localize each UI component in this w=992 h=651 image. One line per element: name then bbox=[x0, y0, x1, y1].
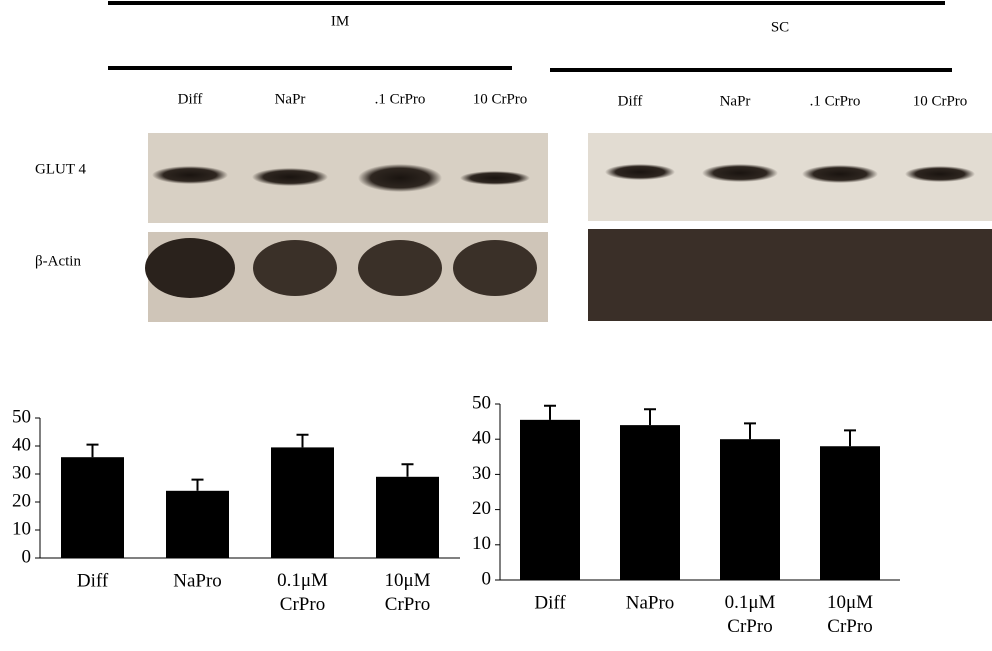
row-label: β-Actin bbox=[35, 253, 81, 269]
bar bbox=[820, 446, 880, 580]
x-tick-label: Diff bbox=[534, 592, 566, 613]
bar bbox=[271, 447, 334, 558]
error-bar bbox=[844, 429, 856, 447]
x-tick-label: 10μM CrPro bbox=[384, 570, 430, 615]
x-tick-label: NaPro bbox=[173, 570, 222, 591]
group-label: IM bbox=[331, 13, 349, 29]
bar bbox=[520, 419, 580, 580]
y-tick-label: 50 bbox=[12, 406, 31, 427]
lane-label: NaPr bbox=[275, 91, 306, 107]
y-tick-label: 40 bbox=[12, 434, 31, 455]
x-tick-label: 0.1μM CrPro bbox=[277, 570, 328, 615]
y-tick-label: 30 bbox=[12, 462, 31, 483]
lane-label: Diff bbox=[618, 93, 643, 109]
x-tick-label: 0.1μM CrPro bbox=[725, 592, 776, 637]
bar bbox=[61, 457, 124, 558]
x-tick-label: NaPro bbox=[626, 592, 675, 613]
error-bar bbox=[544, 404, 556, 420]
row-label: GLUT 4 bbox=[35, 161, 86, 177]
error-bar bbox=[644, 408, 656, 426]
y-tick-label: 10 bbox=[472, 533, 491, 554]
error-bar bbox=[296, 433, 309, 448]
error-bar bbox=[86, 443, 99, 458]
y-tick-label: 50 bbox=[472, 392, 491, 413]
blot-images bbox=[145, 133, 992, 322]
lane-label: 10 CrPro bbox=[913, 93, 968, 109]
y-tick-label: 10 bbox=[12, 518, 31, 539]
y-tick-label: 0 bbox=[482, 568, 492, 589]
lane-label: NaPr bbox=[720, 93, 751, 109]
group-label: SC bbox=[771, 19, 789, 35]
lane-label: Diff bbox=[178, 91, 203, 107]
bar bbox=[166, 490, 229, 558]
y-tick-label: 30 bbox=[472, 463, 491, 484]
lane-label: .1 CrPro bbox=[810, 93, 861, 109]
bar bbox=[620, 425, 680, 580]
lane-label: 10 CrPro bbox=[473, 91, 528, 107]
lane-label: .1 CrPro bbox=[375, 91, 426, 107]
x-tick-label: Diff bbox=[77, 570, 109, 591]
bar bbox=[720, 439, 780, 580]
x-tick-label: 10μM CrPro bbox=[827, 592, 873, 637]
y-tick-label: 20 bbox=[12, 490, 31, 511]
error-bar bbox=[744, 422, 756, 440]
y-tick-label: 20 bbox=[472, 498, 491, 519]
error-bar bbox=[191, 478, 204, 491]
y-tick-label: 40 bbox=[472, 428, 491, 449]
y-tick-label: 0 bbox=[22, 546, 32, 567]
bar bbox=[376, 476, 439, 558]
error-bar bbox=[401, 463, 414, 477]
